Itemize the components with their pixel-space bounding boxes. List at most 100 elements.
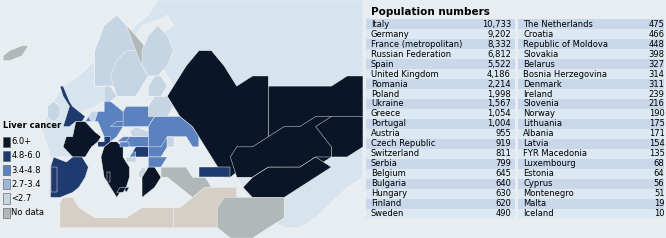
FancyBboxPatch shape	[519, 79, 665, 89]
FancyBboxPatch shape	[366, 39, 515, 49]
Text: 68: 68	[654, 159, 665, 169]
FancyBboxPatch shape	[366, 159, 515, 169]
Text: Belarus: Belarus	[523, 60, 555, 69]
Text: 6,812: 6,812	[487, 50, 511, 59]
Polygon shape	[104, 86, 117, 101]
Text: Cyprus: Cyprus	[523, 179, 553, 188]
Text: 490: 490	[496, 209, 511, 218]
Text: Malta: Malta	[523, 199, 546, 208]
Text: 645: 645	[495, 169, 511, 178]
FancyBboxPatch shape	[519, 179, 665, 189]
FancyBboxPatch shape	[519, 39, 665, 49]
FancyBboxPatch shape	[366, 169, 515, 179]
FancyBboxPatch shape	[366, 19, 515, 29]
FancyBboxPatch shape	[366, 129, 515, 139]
FancyBboxPatch shape	[366, 109, 515, 119]
Polygon shape	[149, 137, 174, 157]
Text: 2,214: 2,214	[488, 79, 511, 89]
Polygon shape	[127, 157, 136, 162]
Text: Republic of Moldova: Republic of Moldova	[523, 40, 608, 49]
FancyBboxPatch shape	[519, 69, 665, 79]
Polygon shape	[117, 187, 127, 193]
Polygon shape	[230, 116, 332, 177]
Text: Sweden: Sweden	[371, 209, 404, 218]
Text: FYR Macedonia: FYR Macedonia	[523, 149, 587, 159]
Polygon shape	[63, 122, 101, 162]
FancyBboxPatch shape	[366, 99, 515, 109]
FancyBboxPatch shape	[519, 149, 665, 159]
Text: 9,202: 9,202	[488, 30, 511, 39]
Polygon shape	[111, 122, 136, 127]
Polygon shape	[123, 152, 136, 157]
Polygon shape	[142, 25, 174, 76]
Text: 56: 56	[654, 179, 665, 188]
Text: 448: 448	[649, 40, 665, 49]
Text: <2.7: <2.7	[11, 194, 31, 203]
Polygon shape	[149, 116, 199, 147]
Polygon shape	[107, 172, 111, 182]
Text: The Netherlands: The Netherlands	[523, 20, 593, 29]
Text: 216: 216	[649, 99, 665, 109]
Text: No data: No data	[11, 208, 45, 217]
FancyBboxPatch shape	[519, 139, 665, 149]
FancyBboxPatch shape	[366, 69, 515, 79]
Text: 620: 620	[495, 199, 511, 208]
Text: Ireland: Ireland	[523, 89, 552, 99]
Polygon shape	[111, 137, 133, 142]
FancyBboxPatch shape	[519, 209, 665, 219]
Text: 919: 919	[496, 139, 511, 149]
Polygon shape	[149, 157, 167, 167]
Polygon shape	[51, 157, 89, 198]
Text: 1,054: 1,054	[488, 109, 511, 119]
Text: Portugal: Portugal	[371, 119, 406, 129]
Polygon shape	[167, 137, 174, 147]
Text: 4,186: 4,186	[487, 69, 511, 79]
Polygon shape	[95, 25, 149, 86]
Text: Romania: Romania	[371, 79, 408, 89]
Text: Slovakia: Slovakia	[523, 50, 558, 59]
FancyBboxPatch shape	[3, 179, 10, 189]
FancyBboxPatch shape	[519, 189, 665, 199]
Text: Croatia: Croatia	[523, 30, 553, 39]
Text: 10,733: 10,733	[482, 20, 511, 29]
Text: 4.8-6.0: 4.8-6.0	[11, 151, 41, 160]
Text: Switzerland: Switzerland	[371, 149, 420, 159]
Polygon shape	[149, 76, 167, 96]
Polygon shape	[60, 86, 85, 127]
FancyBboxPatch shape	[3, 137, 10, 147]
FancyBboxPatch shape	[519, 59, 665, 69]
Text: Russian Federation: Russian Federation	[371, 50, 451, 59]
Text: 175: 175	[649, 119, 665, 129]
Polygon shape	[127, 137, 149, 147]
Text: Denmark: Denmark	[523, 79, 561, 89]
Polygon shape	[51, 167, 57, 193]
Text: Slovenia: Slovenia	[523, 99, 559, 109]
Polygon shape	[120, 142, 129, 147]
FancyBboxPatch shape	[366, 119, 515, 129]
Text: 10: 10	[654, 209, 665, 218]
Text: 327: 327	[649, 60, 665, 69]
FancyBboxPatch shape	[519, 89, 665, 99]
FancyBboxPatch shape	[519, 159, 665, 169]
Polygon shape	[60, 198, 174, 228]
Polygon shape	[218, 198, 284, 238]
FancyBboxPatch shape	[519, 19, 665, 29]
FancyBboxPatch shape	[366, 59, 515, 69]
FancyBboxPatch shape	[366, 49, 515, 59]
Text: Norway: Norway	[523, 109, 555, 119]
Polygon shape	[133, 147, 149, 157]
Text: Belgium: Belgium	[371, 169, 406, 178]
Polygon shape	[142, 167, 161, 198]
FancyBboxPatch shape	[366, 89, 515, 99]
Polygon shape	[174, 187, 236, 228]
Text: Ukraine: Ukraine	[371, 99, 404, 109]
Polygon shape	[243, 157, 332, 198]
Polygon shape	[161, 167, 212, 198]
Text: 3.4-4.8: 3.4-4.8	[11, 166, 41, 175]
FancyBboxPatch shape	[519, 49, 665, 59]
FancyBboxPatch shape	[366, 139, 515, 149]
FancyBboxPatch shape	[519, 29, 665, 39]
Text: Finland: Finland	[371, 199, 401, 208]
Text: 630: 630	[495, 189, 511, 198]
Polygon shape	[199, 167, 230, 177]
